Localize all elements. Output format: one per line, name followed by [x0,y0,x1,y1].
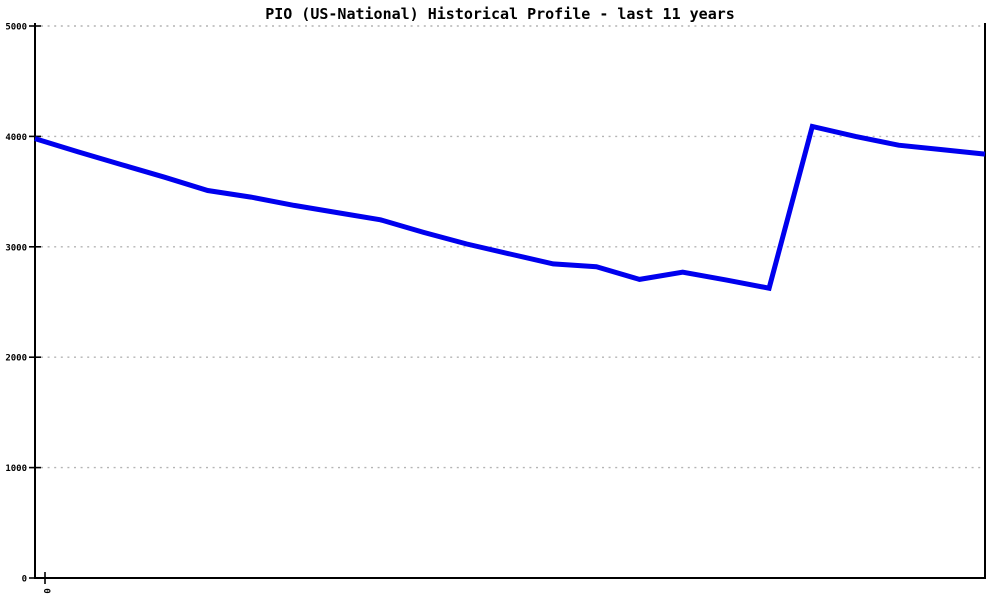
x-tick-label: 0 [41,588,51,593]
y-tick-label: 5000 [5,23,27,33]
y-tick-label: 4000 [5,133,27,143]
chart-title: PIO (US-National) Historical Profile - l… [265,5,735,23]
y-tick-label: 0 [22,575,27,585]
y-tick-label: 2000 [5,354,27,364]
data-series-line [34,123,986,292]
y-tick-label: 1000 [5,464,27,474]
y-tick-label: 3000 [5,243,27,253]
